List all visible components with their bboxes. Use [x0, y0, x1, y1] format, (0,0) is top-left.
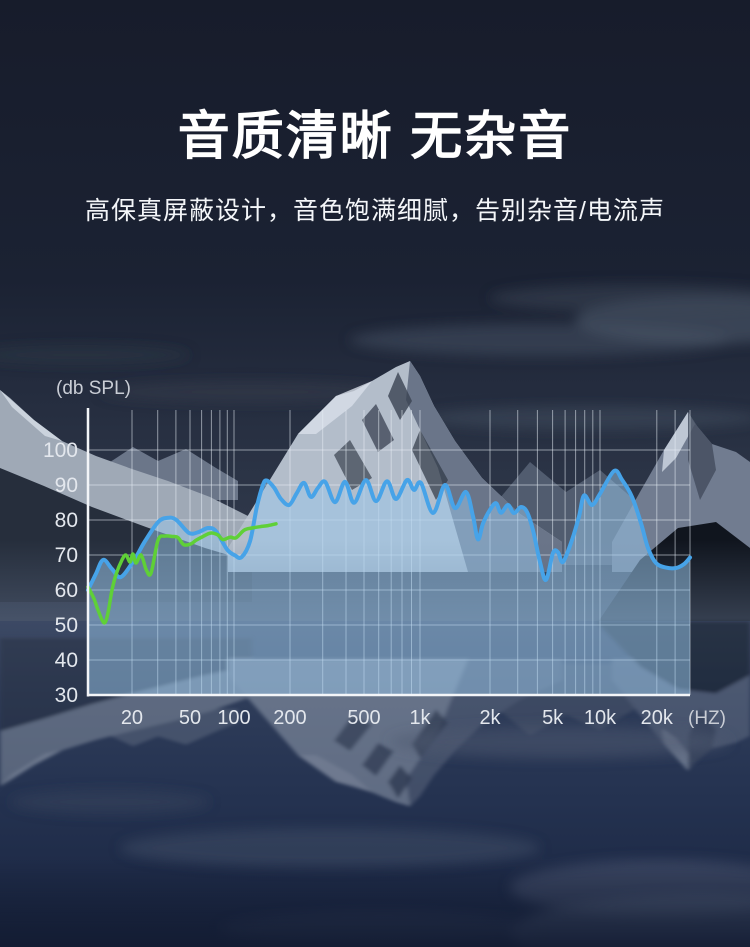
y-tick-label: 30: [55, 684, 78, 707]
page-title: 音质清晰 无杂音: [177, 108, 573, 166]
x-tick-label: 1k: [409, 707, 431, 729]
x-tick-label: 50: [179, 707, 201, 729]
y-tick-label: 90: [55, 474, 78, 497]
y-axis-title: (db SPL): [56, 378, 131, 399]
x-axis-unit-label: (HZ): [688, 708, 726, 729]
y-tick-label: 50: [55, 614, 78, 637]
x-tick-label: 500: [347, 707, 380, 729]
reference-curve: [86, 522, 278, 625]
y-tick-label: 40: [55, 649, 78, 672]
chart-series: [86, 468, 692, 695]
page-subtitle: 高保真屏蔽设计，音色饱满细腻，告别杂音/电流声: [85, 197, 665, 225]
y-tick-label: 60: [55, 579, 78, 602]
response-area-fill: [88, 470, 690, 695]
x-tick-label: 20: [121, 707, 143, 729]
chart-axes: [86, 408, 690, 697]
chart-labels: (db SPL) 100 90 80 70 60 50 40 30 20 50 100 200 500 1k…: [43, 378, 726, 729]
x-tick-label: 2k: [479, 707, 501, 729]
x-tick-label: 200: [273, 707, 306, 729]
x-tick-label: 5k: [542, 707, 564, 729]
x-tick-label: 100: [217, 707, 250, 729]
x-tick-label: 10k: [584, 707, 617, 729]
response-curve: [86, 468, 692, 592]
y-tick-label: 70: [55, 544, 78, 567]
bottom-vignette: [0, 860, 750, 947]
y-tick-label: 80: [55, 509, 78, 532]
x-tick-label: 20k: [641, 707, 674, 729]
y-tick-label: 100: [43, 439, 78, 462]
